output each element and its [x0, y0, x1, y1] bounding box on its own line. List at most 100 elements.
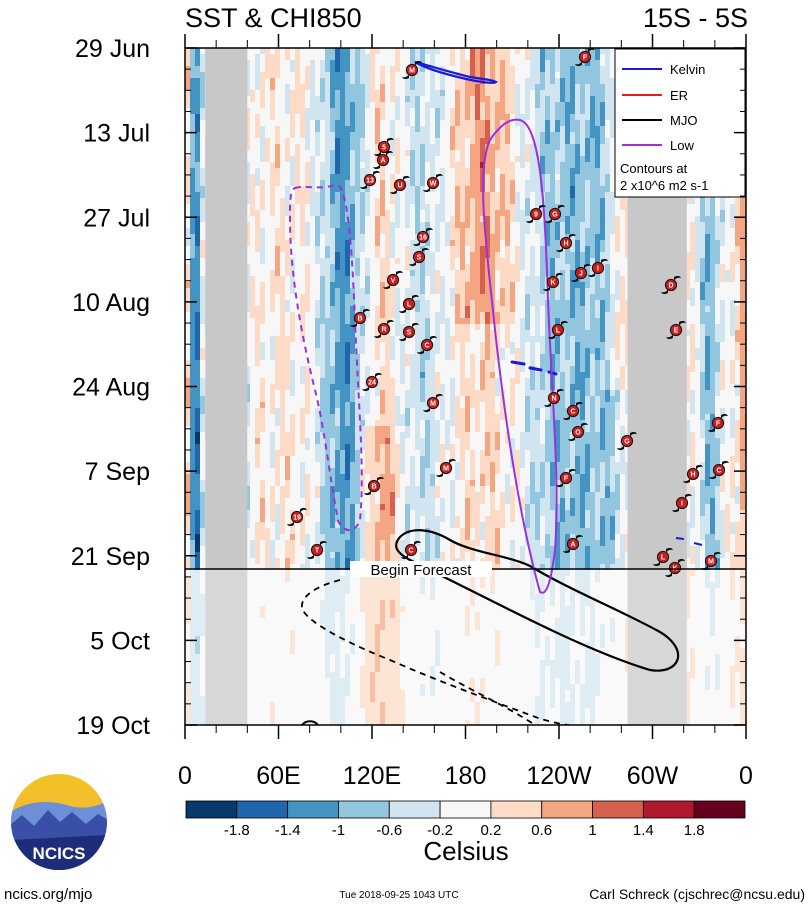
- y-tick-label: 21 Sep: [71, 543, 150, 571]
- tropical-cyclone-marker: L: [399, 294, 419, 314]
- colorbar-swatch: [287, 800, 339, 819]
- tropical-cyclone-label: H: [563, 241, 568, 248]
- legend-mjo-label: MJO: [670, 113, 697, 128]
- tropical-cyclone-marker: I: [588, 258, 608, 278]
- colorbar-swatch: [236, 800, 289, 819]
- colorbar-tick-label: -1: [332, 822, 345, 839]
- tropical-cyclone-label: M: [409, 68, 415, 75]
- tropical-cyclone-label: C: [408, 548, 413, 555]
- colorbar-swatch: [642, 800, 695, 819]
- tropical-cyclone-marker: G: [545, 204, 565, 224]
- tropical-cyclone-label: M: [443, 466, 449, 473]
- tropical-cyclone-label: V: [391, 278, 396, 285]
- tropical-cyclone-label: C: [716, 468, 721, 475]
- land-mask-africa: [205, 48, 248, 725]
- colorbar-tick-label: 1: [588, 822, 596, 839]
- tropical-cyclone-marker: C: [563, 401, 583, 421]
- tropical-cyclone-label: S: [407, 330, 412, 337]
- kelvin-contour: [414, 60, 498, 84]
- logo-text: NCICS: [33, 844, 86, 863]
- colorbar-tick-label: 1.4: [633, 822, 654, 839]
- tropical-cyclone-marker: 24: [362, 372, 382, 392]
- x-tick-label: 120W: [526, 762, 592, 790]
- tropical-cyclone-marker: N: [544, 388, 564, 408]
- legend-box: Kelvin ER MJO Low Contours at 2 x10^6 m2…: [614, 48, 746, 198]
- tropical-cyclone-label: O: [575, 430, 581, 437]
- tropical-cyclone-marker: C: [401, 540, 421, 560]
- colorbar-swatch: [541, 800, 593, 819]
- tropical-cyclone-label: B: [357, 316, 362, 323]
- footer-author: Carl Schreck (cjschrec@ncsu.edu): [589, 886, 805, 902]
- tropical-cyclone-label: C: [570, 409, 575, 416]
- tropical-cyclone-marker: A: [563, 534, 583, 554]
- tropical-cyclone-label: T: [315, 548, 320, 555]
- tropical-cyclone-marker: D: [661, 275, 681, 295]
- colorbar-tick-label: -0.6: [376, 822, 402, 839]
- colorbar-tick-label: 0.6: [531, 822, 552, 839]
- y-tick-label: 13 Jul: [83, 120, 150, 148]
- tropical-cyclone-label: F: [716, 421, 721, 428]
- legend-er-label: ER: [670, 88, 688, 103]
- colorbar-swatch: [439, 800, 492, 819]
- tropical-cyclone-marker: T: [307, 540, 327, 560]
- tropical-cyclone-label: F: [583, 55, 588, 62]
- tropical-cyclone-label: 9: [534, 212, 538, 219]
- tropical-cyclone-label: N: [551, 396, 556, 403]
- tropical-cyclone-label: W: [430, 181, 437, 188]
- tropical-cyclone-label: F: [564, 476, 569, 483]
- contour-note-line1: Contours at: [620, 161, 688, 176]
- tropical-cyclone-marker: L: [548, 320, 568, 340]
- tropical-cyclone-marker: M: [423, 393, 443, 413]
- tropical-cyclone-marker: R: [374, 319, 394, 339]
- tropical-cyclone-label: 13: [366, 178, 374, 185]
- tropical-cyclone-marker: O: [568, 422, 588, 442]
- x-tick-label: 60W: [627, 762, 679, 790]
- tropical-cyclone-label: L: [661, 555, 666, 562]
- tropical-cyclone-marker: B: [350, 308, 370, 328]
- region-label: 15S - 5S: [643, 3, 748, 33]
- tropical-cyclone-label: S: [417, 255, 422, 262]
- tropical-cyclone-marker: L: [653, 547, 673, 567]
- legend-low: Low: [622, 138, 694, 153]
- colorbar-swatch: [388, 800, 441, 819]
- tropical-cyclone-label: 5: [382, 145, 386, 152]
- tropical-cyclone-label: L: [407, 302, 412, 309]
- tropical-cyclone-marker: K: [543, 272, 563, 292]
- kelvin-contour-3: [675, 537, 703, 546]
- tropical-cyclone-label: B: [371, 484, 376, 491]
- tropical-cyclone-marker: 13: [360, 170, 380, 190]
- tropical-cyclone-label: M: [708, 559, 714, 566]
- colorbar-tick-label: -0.2: [427, 822, 453, 839]
- x-tick-label: 0: [178, 762, 192, 790]
- legend-low-label: Low: [670, 138, 694, 153]
- tropical-cyclone-label: C: [424, 343, 429, 350]
- x-tick-label: 180: [445, 762, 487, 790]
- tropical-cyclone-label: E: [674, 328, 679, 335]
- tropical-cyclone-label: 19: [293, 515, 301, 522]
- x-tick-label: 0: [739, 762, 753, 790]
- tropical-cyclone-marker: F: [708, 413, 728, 433]
- colorbar-tick-label: -1.8: [224, 822, 250, 839]
- legend-kelvin-label: Kelvin: [670, 62, 705, 77]
- colorbar-swatch: [693, 800, 746, 819]
- tropical-cyclone-marker: 5: [374, 137, 394, 157]
- mjo-contour-dashed-2: [439, 671, 536, 725]
- tropical-cyclone-marker: H: [556, 233, 576, 253]
- y-axis: 29 Jun 13 Jul 27 Jul 10 Aug 24 Aug 7 Sep 21 Se…: [71, 35, 746, 740]
- tropical-cyclone-marker: M: [436, 458, 456, 478]
- legend-er: ER: [622, 88, 688, 103]
- tropical-cyclone-label: H: [690, 472, 695, 479]
- colorbar: -1.8 -1.4 -1 -0.6 -0.2 0.2 0.6 1 1.4 1.8: [185, 800, 746, 839]
- contour-note-line2: 2 x10^6 m2 s-1: [620, 178, 708, 193]
- y-tick-label: 7 Sep: [85, 458, 150, 486]
- tropical-cyclone-label: M: [430, 401, 436, 408]
- y-tick-label: 19 Oct: [76, 712, 150, 740]
- tropical-cyclone-label: G: [552, 212, 558, 219]
- tropical-cyclone-label: 24: [368, 380, 376, 387]
- colorbar-swatch: [490, 800, 543, 819]
- y-tick-label: 29 Jun: [75, 35, 150, 63]
- tropical-cyclone-label: I: [597, 266, 599, 273]
- tropical-cyclone-marker: I: [672, 493, 692, 513]
- footer-timestamp: Tue 2018-09-25 1043 UTC: [339, 890, 458, 901]
